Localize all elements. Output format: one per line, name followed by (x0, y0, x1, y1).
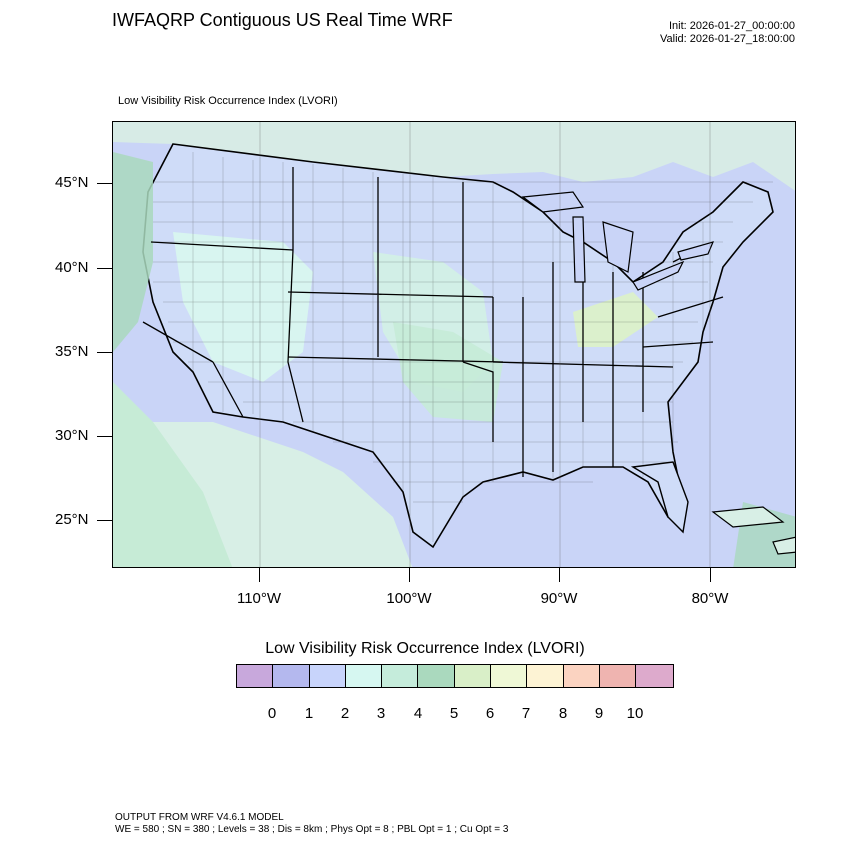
colorbar-label-8: 8 (558, 705, 568, 722)
lat-tick-40n (97, 268, 112, 269)
us-map-svg (113, 122, 795, 567)
great-lakes (521, 191, 715, 291)
lat-label-45n: 45°N (55, 174, 89, 191)
great-basin-patch (173, 232, 313, 382)
lat-tick-45n (97, 183, 112, 184)
graticule (259, 122, 711, 567)
lat-tick-35n (97, 352, 112, 353)
colorbar-label-4: 4 (413, 705, 423, 722)
valid-time: Valid: 2026-01-27_18:00:00 (660, 33, 795, 45)
lon-tick-100w (409, 568, 410, 582)
ohio-valley-patch (573, 292, 658, 347)
colorbar-cell (345, 665, 383, 687)
lat-label-25n: 25°N (55, 511, 89, 528)
colorbar-cell (382, 665, 419, 687)
lat-label-30n: 30°N (55, 427, 89, 444)
lon-label-100w: 100°W (386, 590, 432, 607)
colorbar-label-9: 9 (594, 705, 604, 722)
southern-plains-patch (393, 322, 503, 422)
colorbar-label-1: 1 (304, 705, 314, 722)
colorbar-label-10: 10 (626, 705, 644, 722)
canada-land (113, 122, 795, 191)
colorbar-cell (454, 665, 492, 687)
lat-tick-25n (97, 520, 112, 521)
colorbar-cell (491, 665, 528, 687)
colorbar-cell (418, 665, 455, 687)
colorbar (236, 664, 674, 688)
colorbar-label-0: 0 (267, 705, 277, 722)
colorbar-cell (309, 665, 346, 687)
map-subtitle: Low Visibility Risk Occurrence Index (LV… (118, 95, 338, 107)
colorbar-cell (636, 665, 673, 687)
colorbar-cell (237, 665, 274, 687)
lat-tick-30n (97, 436, 112, 437)
colorbar-label-7: 7 (521, 705, 531, 722)
us-map-panel (112, 121, 796, 568)
model-info-line2: WE = 580 ; SN = 380 ; Levels = 38 ; Dis … (115, 824, 509, 835)
colorbar-cell (273, 665, 310, 687)
lon-label-90w: 90°W (540, 590, 578, 607)
model-info-line1: OUTPUT FROM WRF V4.6.1 MODEL (115, 812, 284, 823)
colorbar-label-2: 2 (340, 705, 350, 722)
pacific-coast-terrain (113, 152, 153, 352)
colorbar-cell (599, 665, 637, 687)
colorbar-cell (527, 665, 564, 687)
caribbean-islands (711, 506, 795, 555)
mexico-west-terrain (113, 382, 233, 567)
plot-title: IWFAQRP Contiguous US Real Time WRF (112, 10, 453, 30)
lon-tick-110w (259, 568, 260, 582)
lat-label-40n: 40°N (55, 259, 89, 276)
lon-label-80w: 80°W (691, 590, 729, 607)
colorbar-label-5: 5 (449, 705, 459, 722)
lon-tick-90w (559, 568, 560, 582)
colorbar-title: Low Visibility Risk Occurrence Index (LV… (265, 640, 585, 657)
init-valid-times: Init: 2026-01-27_00:00:00 Valid: 2026-01… (660, 20, 795, 46)
colorbar-cell (563, 665, 600, 687)
colorbar-label-6: 6 (485, 705, 495, 722)
lon-label-110w: 110°W (236, 590, 282, 607)
florida-peninsula (630, 461, 689, 534)
lon-tick-80w (710, 568, 711, 582)
lat-label-35n: 35°N (55, 343, 89, 360)
colorbar-label-3: 3 (376, 705, 386, 722)
init-time: Init: 2026-01-27_00:00:00 (669, 20, 795, 32)
